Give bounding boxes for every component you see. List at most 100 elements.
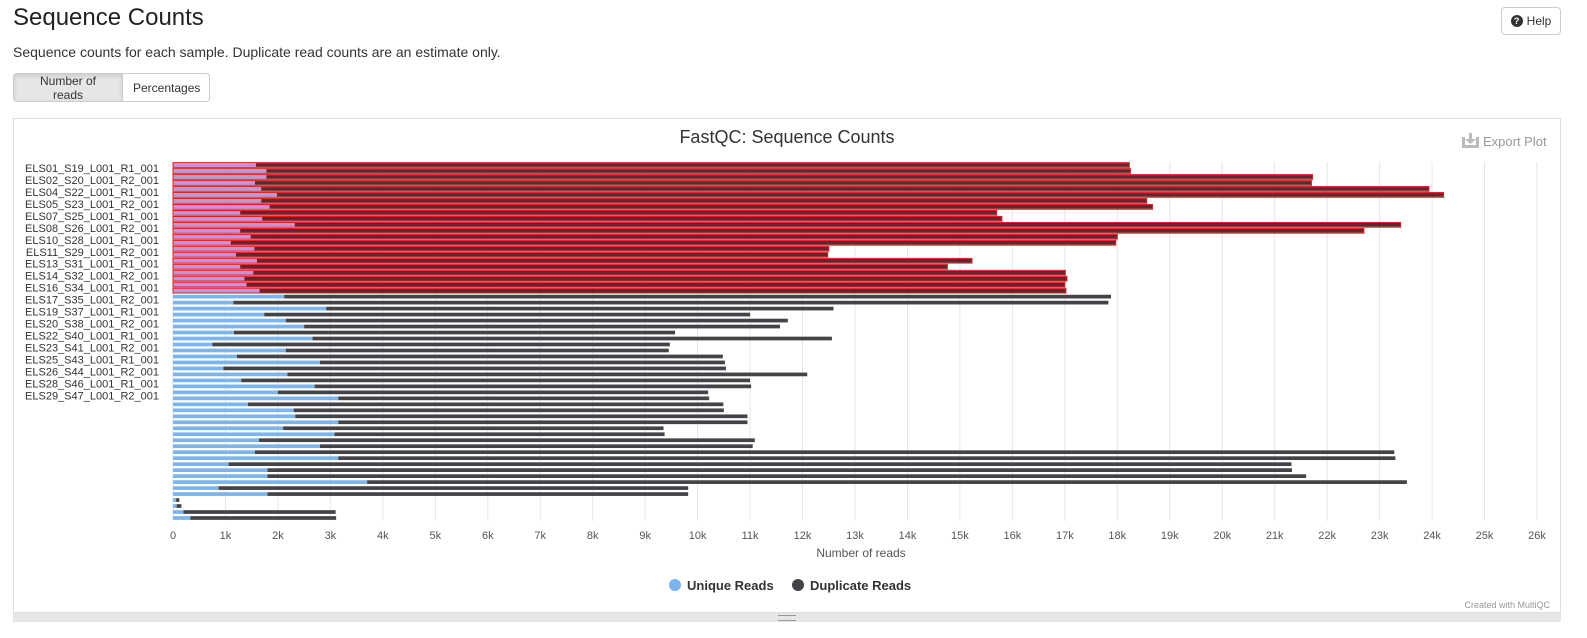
duplicate-reads-bar[interactable] xyxy=(223,366,726,371)
duplicate-reads-bar[interactable] xyxy=(338,420,748,425)
unique-reads-bar[interactable] xyxy=(173,378,242,383)
duplicate-reads-bar[interactable] xyxy=(235,252,828,257)
duplicate-reads-bar[interactable] xyxy=(262,216,1002,221)
unique-reads-bar[interactable] xyxy=(173,270,254,275)
duplicate-reads-bar[interactable] xyxy=(285,348,669,353)
number-of-reads-toggle[interactable]: Number of reads xyxy=(13,73,123,102)
unique-reads-bar[interactable] xyxy=(173,187,262,191)
duplicate-reads-bar[interactable] xyxy=(233,330,676,335)
duplicate-reads-bar[interactable] xyxy=(277,390,709,395)
duplicate-reads-bar[interactable] xyxy=(319,360,725,365)
duplicate-reads-bar[interactable] xyxy=(233,300,1109,305)
duplicate-reads-bar[interactable] xyxy=(183,510,336,514)
unique-reads-bar[interactable] xyxy=(173,240,231,245)
unique-reads-bar[interactable] xyxy=(173,264,241,269)
unique-reads-bar[interactable] xyxy=(173,456,339,461)
duplicate-reads-bar[interactable] xyxy=(240,211,997,215)
duplicate-reads-bar[interactable] xyxy=(334,432,665,437)
unique-reads-bar[interactable] xyxy=(173,360,320,365)
legend-item[interactable]: Unique Reads xyxy=(687,578,774,593)
unique-reads-bar[interactable] xyxy=(173,330,234,335)
unique-reads-bar[interactable] xyxy=(173,354,238,359)
unique-reads-bar[interactable] xyxy=(173,276,245,281)
unique-reads-bar[interactable] xyxy=(173,246,255,251)
unique-reads-bar[interactable] xyxy=(173,211,241,215)
duplicate-reads-bar[interactable] xyxy=(314,384,752,389)
duplicate-reads-bar[interactable] xyxy=(259,438,755,443)
unique-reads-bar[interactable] xyxy=(173,402,249,407)
unique-reads-bar[interactable] xyxy=(173,432,335,437)
unique-reads-bar[interactable] xyxy=(173,282,247,287)
duplicate-reads-bar[interactable] xyxy=(256,258,972,263)
duplicate-reads-bar[interactable] xyxy=(287,372,808,377)
unique-reads-bar[interactable] xyxy=(173,252,236,257)
unique-reads-bar[interactable] xyxy=(173,175,267,179)
unique-reads-bar[interactable] xyxy=(173,300,234,305)
unique-reads-bar[interactable] xyxy=(173,294,285,299)
duplicate-reads-bar[interactable] xyxy=(266,169,1131,173)
unique-reads-bar[interactable] xyxy=(173,306,327,311)
percentages-toggle[interactable]: Percentages xyxy=(123,73,210,102)
unique-reads-bar[interactable] xyxy=(173,492,268,496)
unique-reads-bar[interactable] xyxy=(173,510,184,514)
help-button[interactable]: ? Help xyxy=(1501,7,1561,35)
unique-reads-bar[interactable] xyxy=(173,288,260,293)
duplicate-reads-bar[interactable] xyxy=(276,193,1444,197)
duplicate-reads-bar[interactable] xyxy=(338,456,1396,461)
duplicate-reads-bar[interactable] xyxy=(267,492,689,496)
unique-reads-bar[interactable] xyxy=(173,234,251,239)
duplicate-reads-bar[interactable] xyxy=(248,402,724,407)
unique-reads-bar[interactable] xyxy=(173,480,368,484)
duplicate-reads-bar[interactable] xyxy=(304,324,780,329)
duplicate-reads-bar[interactable] xyxy=(285,318,788,323)
duplicate-reads-bar[interactable] xyxy=(283,426,664,431)
duplicate-reads-bar[interactable] xyxy=(228,462,1292,467)
unique-reads-bar[interactable] xyxy=(173,384,315,389)
unique-reads-bar[interactable] xyxy=(173,366,224,371)
duplicate-reads-bar[interactable] xyxy=(240,228,1364,233)
unique-reads-bar[interactable] xyxy=(173,468,268,472)
duplicate-reads-bar[interactable] xyxy=(319,444,753,449)
duplicate-reads-bar[interactable] xyxy=(269,205,1153,209)
plot-resize-handle[interactable] xyxy=(13,612,1561,622)
duplicate-reads-bar[interactable] xyxy=(176,498,180,502)
duplicate-reads-bar[interactable] xyxy=(293,408,724,413)
duplicate-reads-bar[interactable] xyxy=(261,199,1147,203)
unique-reads-bar[interactable] xyxy=(173,205,270,209)
duplicate-reads-bar[interactable] xyxy=(294,222,1401,227)
unique-reads-bar[interactable] xyxy=(173,516,191,520)
duplicate-reads-bar[interactable] xyxy=(264,312,751,317)
duplicate-reads-bar[interactable] xyxy=(367,480,1407,484)
unique-reads-bar[interactable] xyxy=(173,462,229,467)
unique-reads-bar[interactable] xyxy=(173,318,286,323)
unique-reads-bar[interactable] xyxy=(173,228,241,233)
duplicate-reads-bar[interactable] xyxy=(253,270,1066,275)
duplicate-reads-bar[interactable] xyxy=(284,294,1112,299)
unique-reads-bar[interactable] xyxy=(173,312,265,317)
duplicate-reads-bar[interactable] xyxy=(254,246,829,251)
unique-reads-bar[interactable] xyxy=(173,324,305,329)
unique-reads-bar[interactable] xyxy=(173,420,339,425)
unique-reads-bar[interactable] xyxy=(173,396,339,401)
duplicate-reads-bar[interactable] xyxy=(295,414,748,419)
duplicate-reads-bar[interactable] xyxy=(176,504,182,508)
duplicate-reads-bar[interactable] xyxy=(266,175,1313,179)
unique-reads-bar[interactable] xyxy=(173,408,294,413)
unique-reads-bar[interactable] xyxy=(173,444,320,449)
duplicate-reads-bar[interactable] xyxy=(230,240,1116,245)
unique-reads-bar[interactable] xyxy=(173,348,286,353)
unique-reads-bar[interactable] xyxy=(173,438,260,443)
duplicate-reads-bar[interactable] xyxy=(255,163,1130,167)
duplicate-reads-bar[interactable] xyxy=(338,396,710,401)
duplicate-reads-bar[interactable] xyxy=(240,264,948,269)
duplicate-reads-bar[interactable] xyxy=(267,474,1307,478)
duplicate-reads-bar[interactable] xyxy=(326,306,834,311)
unique-reads-bar[interactable] xyxy=(173,181,255,185)
unique-reads-bar[interactable] xyxy=(173,486,219,490)
duplicate-reads-bar[interactable] xyxy=(246,282,1065,287)
duplicate-reads-bar[interactable] xyxy=(312,336,832,341)
unique-reads-bar[interactable] xyxy=(173,336,313,341)
duplicate-reads-bar[interactable] xyxy=(244,276,1067,281)
duplicate-reads-bar[interactable] xyxy=(237,354,723,359)
duplicate-reads-bar[interactable] xyxy=(241,378,751,383)
